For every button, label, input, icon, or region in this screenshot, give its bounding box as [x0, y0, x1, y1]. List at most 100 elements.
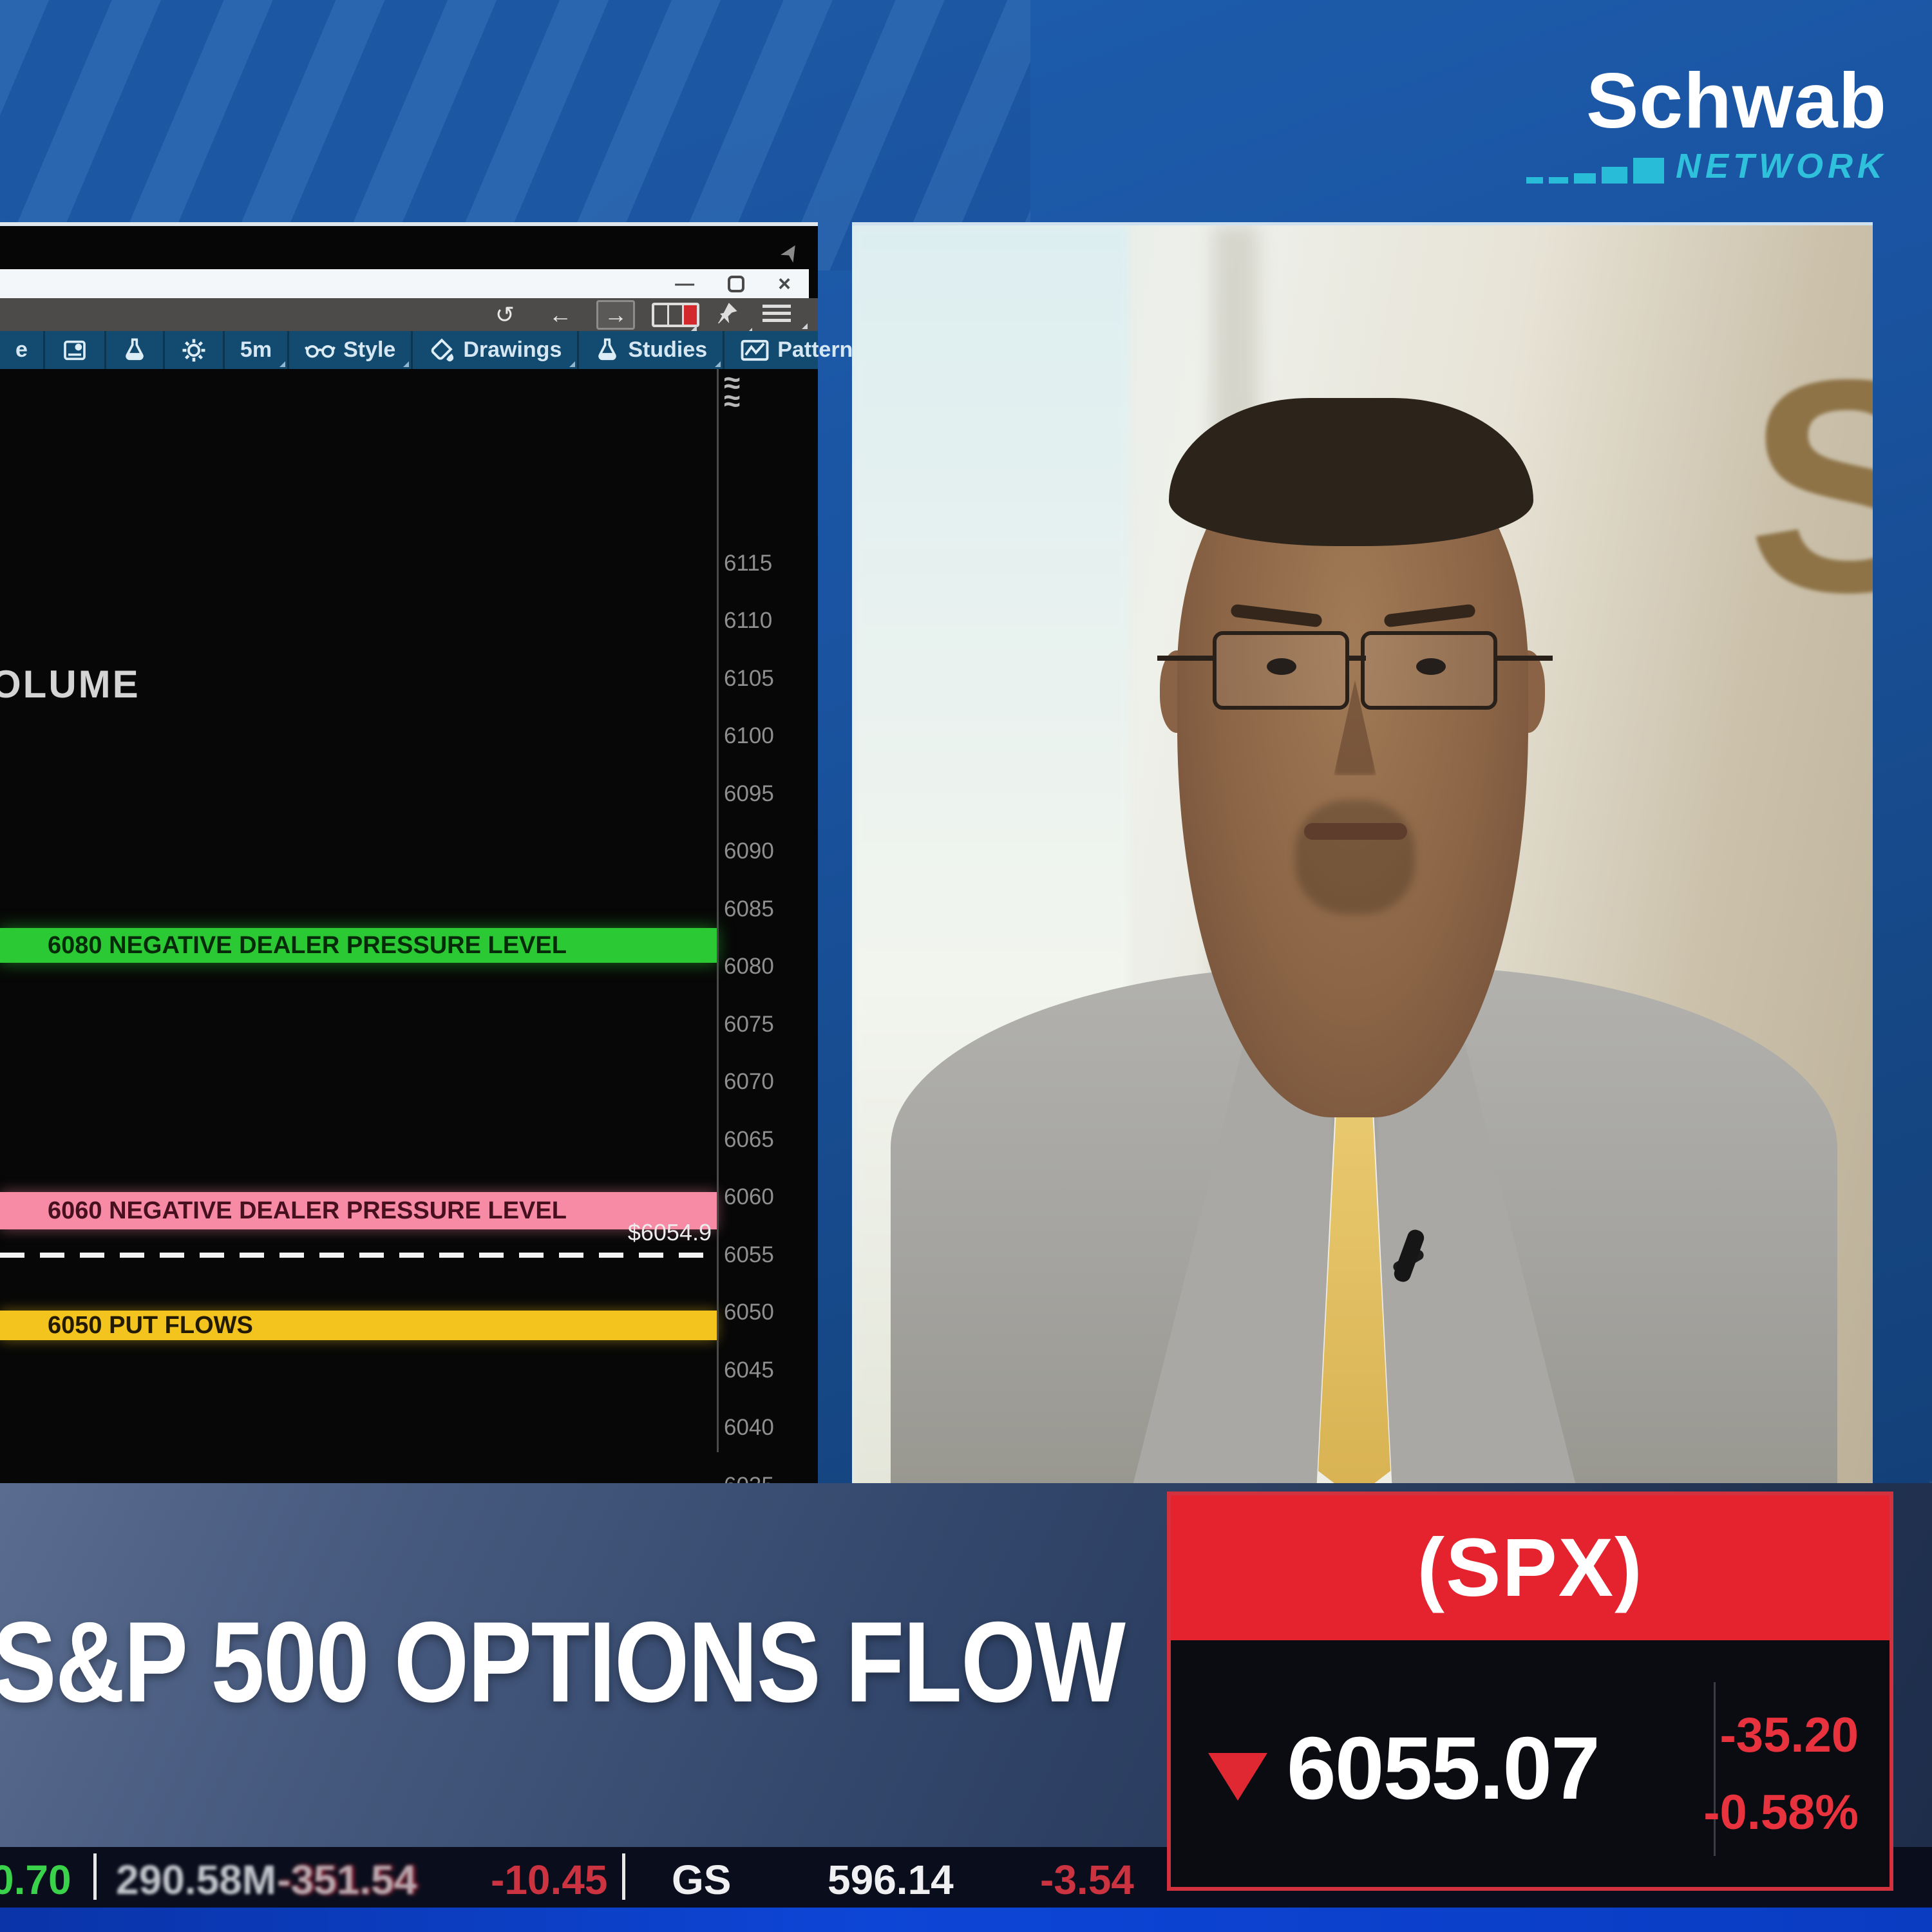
glasses-bridge	[1349, 656, 1366, 661]
schwab-network-logo: Schwab NETWORK	[1501, 61, 1887, 184]
layout-grid-button[interactable]	[652, 302, 699, 331]
paint-bucket-icon	[431, 338, 454, 361]
spx-quote-box: (SPX) 6055.07 -35.20 -0.58%	[1167, 1492, 1893, 1891]
cursor-icon: ➤	[773, 237, 807, 268]
backdrop-letter: S	[1747, 335, 1873, 638]
window-titlebar: — ×	[0, 269, 809, 298]
timeframe-label: 5m	[240, 337, 272, 362]
level-bar-6050: 6050 PUT FLOWS	[0, 1311, 717, 1340]
drawings-label: Drawings	[463, 337, 562, 362]
y-tick: 6085	[724, 896, 774, 922]
y-tick: 6070	[724, 1069, 774, 1094]
ticker-change: -10.45	[491, 1857, 608, 1903]
glasses-lens-left	[1213, 631, 1349, 710]
y-tick: 6095	[724, 781, 774, 806]
glasses-arm-right	[1496, 656, 1553, 661]
chart-plot-area[interactable]: OLUME 6080 NEGATIVE DEALER PRESSURE LEVE…	[0, 366, 818, 1623]
menu-icon	[762, 304, 791, 325]
minimize-button[interactable]: —	[675, 272, 695, 294]
patterns-label: Patterns	[777, 337, 866, 362]
ticker-symbol: GS	[672, 1857, 732, 1903]
settings-button[interactable]	[165, 331, 225, 369]
pin-button[interactable]	[707, 300, 752, 334]
guest-eye	[1267, 658, 1296, 675]
logo-network-label: NETWORK	[1676, 147, 1887, 185]
sidebar-menu-button[interactable]	[762, 304, 808, 329]
ticker-divider	[622, 1853, 625, 1900]
y-tick: 6045	[724, 1358, 774, 1383]
chart-quick-toolbar: ↺ ← →	[0, 298, 818, 334]
volume-pane-label: OLUME	[0, 663, 140, 706]
forward-arrow-button[interactable]: →	[596, 299, 635, 330]
y-tick: 6105	[724, 666, 774, 691]
undo-button[interactable]: ↺	[495, 301, 515, 328]
bar-chart-icon	[1526, 158, 1665, 184]
y-tick: 6065	[724, 1127, 774, 1152]
gear-icon	[182, 339, 205, 361]
logo-wordmark: Schwab	[1586, 57, 1887, 144]
last-price-dashed-line	[0, 1253, 717, 1258]
banner-headline: S&P 500 OPTIONS FLOW	[0, 1598, 1126, 1726]
guest-video-feed: S	[852, 222, 1873, 1493]
chart-toolbar: e 5	[0, 331, 975, 369]
patterns-icon	[741, 339, 769, 361]
bottom-blue-strip	[0, 1908, 1932, 1932]
grid-cells-icon	[652, 302, 699, 327]
down-triangle-icon	[1208, 1753, 1267, 1801]
glasses-icon	[305, 345, 336, 357]
timeframe-button[interactable]: 5m	[225, 331, 290, 369]
y-tick: 6075	[724, 1012, 774, 1037]
price-axis-line	[717, 369, 719, 1452]
quote-box-header: (SPX)	[1171, 1495, 1889, 1640]
ticker-price: 596.14	[828, 1857, 954, 1903]
pin-icon	[717, 302, 737, 323]
flask-icon	[126, 338, 144, 360]
glasses-lens-right	[1361, 631, 1497, 710]
y-tick: 6040	[724, 1415, 774, 1440]
y-tick: 6090	[724, 838, 774, 864]
close-button[interactable]: ×	[778, 271, 791, 296]
quote-last-price: 6055.07	[1287, 1719, 1600, 1818]
ticker-divider	[93, 1853, 97, 1900]
y-tick: 6115	[724, 551, 773, 576]
ticker-volume: 290.58M	[116, 1857, 277, 1903]
guest-hair	[1169, 398, 1533, 546]
quote-symbol: (SPX)	[1417, 1522, 1643, 1614]
window-top-strip: ➤	[0, 230, 818, 269]
drawings-button[interactable]: Drawings	[413, 331, 580, 369]
y-tick: 6110	[724, 608, 773, 633]
guest-mouth	[1304, 823, 1407, 840]
ticker-value: 0.70	[0, 1857, 71, 1903]
ticker-change: -351.54	[277, 1857, 417, 1903]
level-label: 6050 PUT FLOWS	[48, 1311, 253, 1339]
y-tick: 6080	[724, 954, 774, 979]
news-button[interactable]	[45, 331, 106, 369]
y-tick: 6050	[724, 1300, 774, 1325]
maximize-button[interactable]	[728, 275, 745, 292]
quote-divider	[1714, 1682, 1716, 1856]
patterns-button[interactable]: Patterns	[724, 331, 883, 369]
studies-label: Studies	[628, 337, 708, 362]
level-bar-6060: 6060 NEGATIVE DEALER PRESSURE LEVEL	[0, 1192, 717, 1229]
toolbar-item-partial[interactable]: e	[0, 331, 45, 369]
stock-ticker-bar: 0.70 290.58M -351.54 -10.45 GS 596.14 -3…	[0, 1847, 1932, 1908]
axis-tool-icon: ≈ ≈	[724, 366, 741, 417]
toolbar-partial-label: e	[15, 337, 28, 362]
quote-change: -35.20	[1719, 1708, 1859, 1763]
studies-flask-icon	[598, 338, 617, 360]
studies-button[interactable]: Studies	[579, 331, 725, 369]
guest-eye	[1416, 658, 1446, 675]
trading-platform-window: ➤ — × ↺ ← → e	[0, 222, 975, 1623]
level-label: 6080 NEGATIVE DEALER PRESSURE LEVEL	[48, 931, 567, 959]
ticker-change: -3.54	[1040, 1857, 1134, 1903]
guest-goatee	[1295, 800, 1415, 914]
level-bar-6080: 6080 NEGATIVE DEALER PRESSURE LEVEL	[0, 928, 717, 963]
y-tick: 6100	[724, 723, 774, 748]
analyze-button[interactable]	[106, 331, 165, 369]
level-label: 6060 NEGATIVE DEALER PRESSURE LEVEL	[48, 1197, 567, 1224]
style-label: Style	[343, 337, 396, 362]
back-arrow-button[interactable]: ←	[549, 301, 572, 328]
style-button[interactable]: Style	[289, 331, 413, 369]
y-tick: 6060	[724, 1184, 774, 1209]
